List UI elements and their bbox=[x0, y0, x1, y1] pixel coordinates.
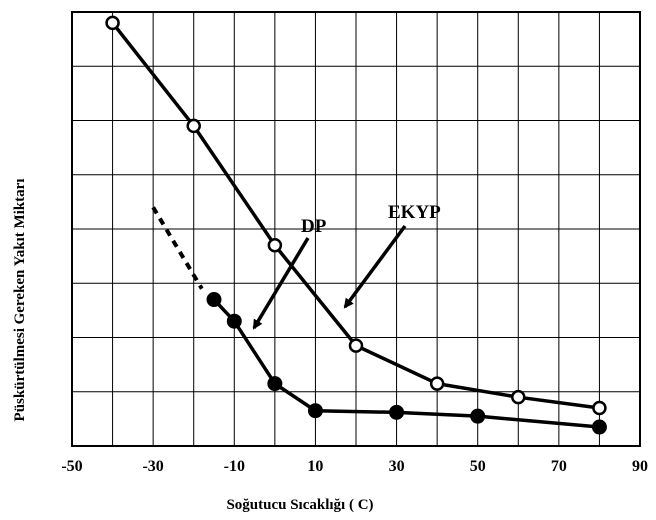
x-tick-label: 10 bbox=[307, 458, 323, 475]
dp-data-point bbox=[226, 313, 242, 329]
dp-data-point bbox=[591, 419, 607, 435]
ekyp-data-point bbox=[429, 376, 445, 391]
ekyp-data-point bbox=[348, 338, 364, 353]
x-tick-label: -10 bbox=[224, 458, 245, 475]
grid-lines bbox=[72, 12, 640, 446]
dp-data-point bbox=[267, 376, 283, 392]
ekyp-annotation-label: EKYP bbox=[388, 202, 441, 223]
dp-dashed-extension bbox=[151, 206, 204, 290]
ekyp-data-point bbox=[186, 118, 201, 134]
dp-series-line bbox=[212, 298, 600, 429]
ekyp-data-point bbox=[592, 400, 607, 416]
dp-annotation-label: DP bbox=[301, 216, 327, 237]
dp-annotation-arrow bbox=[252, 237, 310, 330]
ekyp-annotation-arrow bbox=[343, 224, 407, 309]
x-axis-title: Soğutucu Sıcaklığı ( C) bbox=[226, 497, 373, 513]
x-tick-labels: -50 -30 -10 10 30 50 70 90 bbox=[61, 458, 648, 475]
x-tick-label: 50 bbox=[470, 458, 486, 475]
ekyp-data-point bbox=[105, 15, 120, 31]
dp-data-point bbox=[307, 403, 323, 419]
ekyp-data-point bbox=[511, 389, 526, 405]
x-tick-label: -30 bbox=[142, 458, 163, 475]
series-layer bbox=[105, 15, 607, 435]
x-tick-label: 90 bbox=[632, 458, 648, 475]
annotations: DP EKYP bbox=[252, 202, 441, 330]
dp-data-point bbox=[206, 292, 222, 308]
dp-data-point bbox=[470, 408, 486, 424]
x-tick-label: -50 bbox=[61, 458, 82, 475]
x-tick-label: 30 bbox=[389, 458, 405, 475]
plot-frame bbox=[71, 11, 641, 447]
ekyp-data-point bbox=[267, 238, 283, 253]
x-tick-label: 70 bbox=[551, 458, 567, 475]
y-axis-title: Püskürtülmesi Gereken Yakıt Miktarı bbox=[12, 179, 28, 422]
dp-data-point bbox=[389, 404, 405, 420]
